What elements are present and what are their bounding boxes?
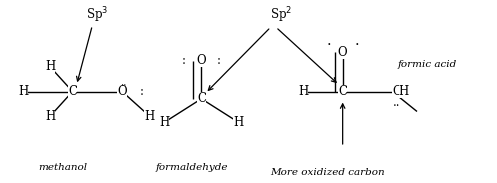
Text: ·: · xyxy=(327,38,331,52)
Text: H: H xyxy=(298,85,308,98)
Text: H: H xyxy=(159,116,169,129)
Text: :: : xyxy=(182,54,186,67)
Text: Sp$^3$: Sp$^3$ xyxy=(86,5,108,25)
Text: Sp$^2$: Sp$^2$ xyxy=(270,5,292,25)
Text: More oxidized carbon: More oxidized carbon xyxy=(270,168,385,177)
Text: ··: ·· xyxy=(393,100,400,113)
Text: O: O xyxy=(338,46,347,59)
Text: formic acid: formic acid xyxy=(397,60,456,69)
Text: formaldehyde: formaldehyde xyxy=(155,163,228,172)
Text: :: : xyxy=(140,85,144,98)
Text: O: O xyxy=(197,54,206,67)
Text: :: : xyxy=(217,54,221,67)
Text: C: C xyxy=(68,85,77,98)
Text: ·: · xyxy=(354,38,359,52)
Text: H: H xyxy=(399,85,409,98)
Text: O: O xyxy=(392,85,402,98)
Text: C: C xyxy=(338,85,347,98)
Text: H: H xyxy=(18,85,28,98)
Text: methanol: methanol xyxy=(38,163,87,172)
Text: H: H xyxy=(45,61,55,74)
Text: C: C xyxy=(197,92,206,105)
Text: Ö: Ö xyxy=(117,85,127,98)
Text: H: H xyxy=(234,116,244,129)
Text: H: H xyxy=(144,109,155,122)
Text: H: H xyxy=(45,109,55,122)
